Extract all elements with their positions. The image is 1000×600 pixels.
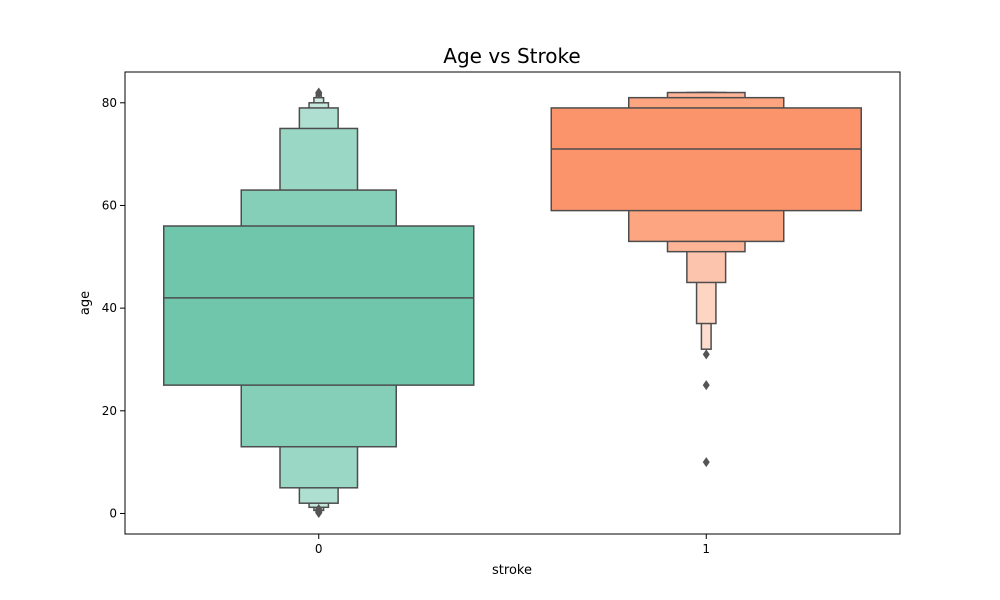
boxen-box-0-0 bbox=[163, 225, 475, 386]
axes: 0 20 40 60 80 0 1 bbox=[102, 71, 901, 556]
x-axis-label: stroke bbox=[492, 563, 532, 578]
y-tick-label: 20 bbox=[102, 404, 117, 418]
outlier-point-1-1 bbox=[702, 380, 710, 391]
plot-frame bbox=[124, 71, 901, 535]
chart-title: Age vs Stroke bbox=[443, 44, 580, 68]
outlier-point-0-10 bbox=[315, 503, 323, 514]
y-tick-label: 40 bbox=[102, 301, 117, 315]
x-tick-label: 1 bbox=[702, 542, 710, 556]
y-tick-label: 60 bbox=[102, 198, 117, 212]
series-1 bbox=[550, 91, 862, 468]
x-tick-label: 0 bbox=[315, 542, 323, 556]
y-tick-label: 80 bbox=[102, 96, 117, 110]
outlier-point-0-12 bbox=[315, 87, 323, 98]
series-0 bbox=[163, 87, 475, 519]
boxen-box-1-0 bbox=[550, 107, 862, 212]
y-axis-label: age bbox=[78, 291, 93, 315]
y-tick-label: 0 bbox=[109, 506, 117, 520]
outlier-point-1-0 bbox=[702, 349, 710, 360]
outlier-point-1-2 bbox=[702, 457, 710, 468]
plot-area bbox=[163, 87, 862, 519]
